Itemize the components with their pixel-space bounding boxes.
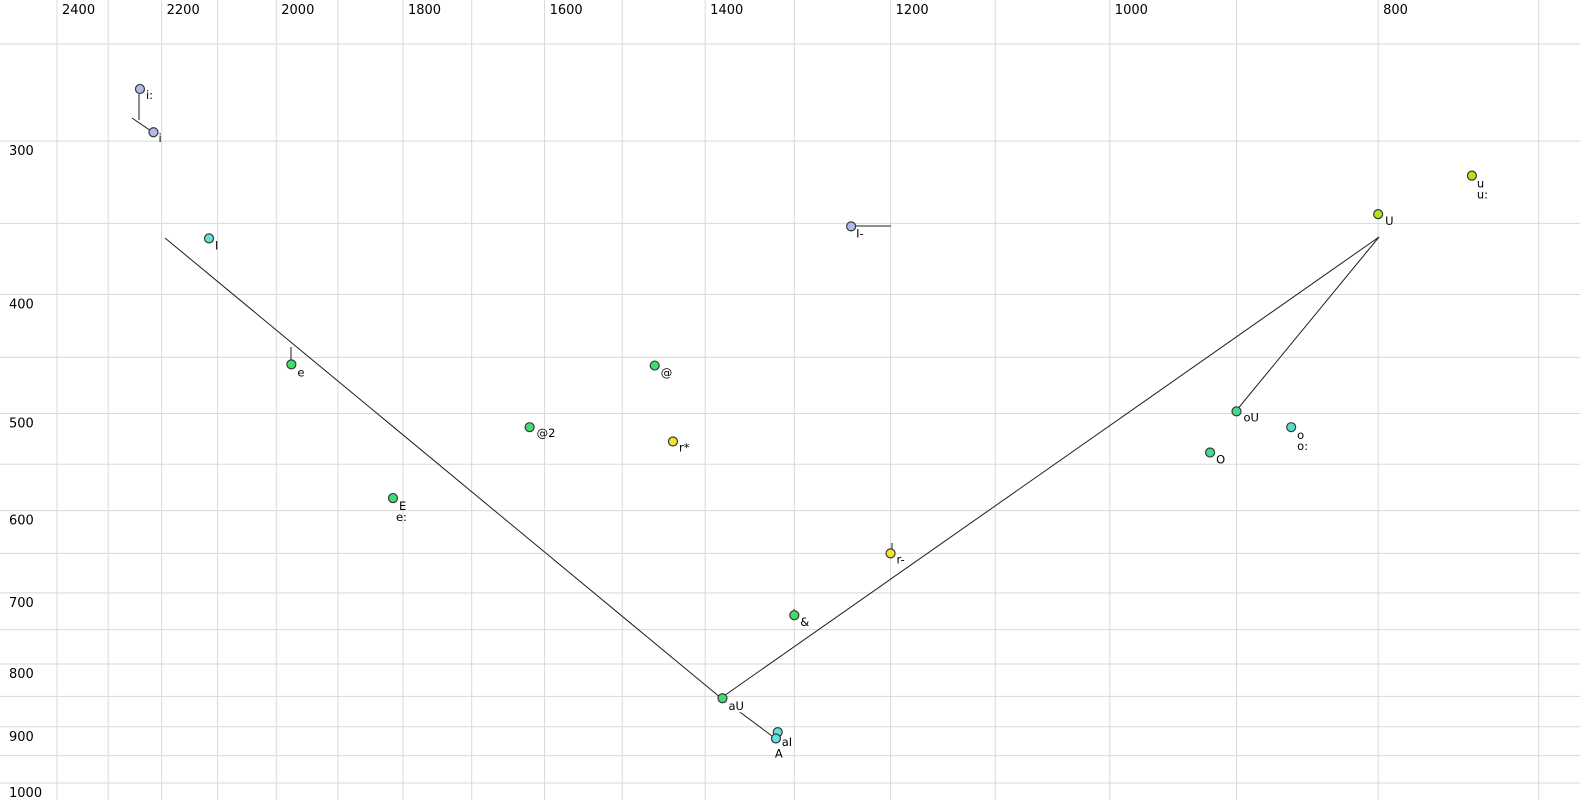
y-tick-label-900: 900 [9,730,34,745]
vowel-label-r*: r* [679,441,690,455]
vowel-point-@[interactable] [649,360,660,371]
vowel-point-E[interactable] [387,492,399,504]
vowel-label-o-1: o: [1297,439,1308,453]
vowel-label-u: u [1477,177,1484,191]
vowel-label-oU: oU [1244,410,1259,424]
x-tick-label-2400: 2400 [62,3,95,18]
vowel-label-u-1: u: [1477,188,1488,202]
trajectory-line-3 [720,236,1380,699]
vowel-label-I-: I- [856,226,864,240]
y-tick-label-500: 500 [9,416,34,431]
y-tick-label-600: 600 [9,514,34,529]
vowel-label-aU: aU [728,699,743,713]
vowel-label-o: o [1297,428,1304,442]
vowel-point-aU[interactable] [717,693,728,704]
vowel-label-i-long: i: [146,88,153,102]
vowel-label-@2: @2 [537,426,556,440]
trajectory-line-2 [164,237,722,699]
vowel-label-&: & [800,615,809,629]
x-tick-label-1400: 1400 [710,3,743,18]
x-tick-label-1600: 1600 [550,3,583,18]
x-tick-label-1000: 1000 [1115,3,1148,18]
y-tick-label-300: 300 [9,144,34,159]
vowel-point-i[interactable] [148,127,159,138]
vowel-point-A[interactable] [770,733,782,744]
vowel-label-r-: r- [897,552,905,566]
vowel-point-u[interactable] [1466,170,1478,181]
x-tick-label-2200: 2200 [167,3,200,18]
point-label-bg-aU [726,700,745,713]
vowel-label-@: @ [661,366,673,380]
x-tick-label-1200: 1200 [896,3,929,18]
vowel-point-U[interactable] [1373,209,1384,220]
vowel-label-aI: aI [782,735,792,749]
vowel-label-E-1: e: [396,510,407,524]
vowel-label-I: I [215,238,218,252]
vowel-label-O: O [1216,453,1225,467]
vowel-point-I[interactable] [203,233,215,244]
vowel-point-O[interactable] [1204,447,1216,458]
y-tick-label-400: 400 [9,298,34,313]
vowel-label-i: i [158,131,161,145]
vowel-point-r*[interactable] [667,436,679,447]
trajectory-line-1 [131,117,152,132]
vowel-point-i-long[interactable] [134,83,146,95]
x-tick-label-1800: 1800 [408,3,441,18]
vowel-point-e[interactable] [286,359,297,370]
vowel-point-I-[interactable] [846,221,857,232]
vowel-label-U: U [1385,214,1393,228]
y-tick-label-1000: 1000 [9,786,42,800]
vowel-point-r-[interactable] [885,548,896,559]
vowel-point-o[interactable] [1286,422,1297,433]
x-tick-label-2000: 2000 [281,3,314,18]
vowel-label-E: E [399,499,406,513]
trajectory-line-4 [1235,236,1380,412]
vowel-point-oU[interactable] [1231,406,1242,417]
y-tick-label-700: 700 [9,596,34,611]
x-tick-label-800: 800 [1383,3,1408,18]
vowel-label-A: A [775,747,783,761]
y-tick-label-800: 800 [9,667,34,682]
vowel-label-e: e [297,365,304,379]
vowel-point-@2[interactable] [524,422,535,433]
vowel-point-&[interactable] [789,610,800,621]
